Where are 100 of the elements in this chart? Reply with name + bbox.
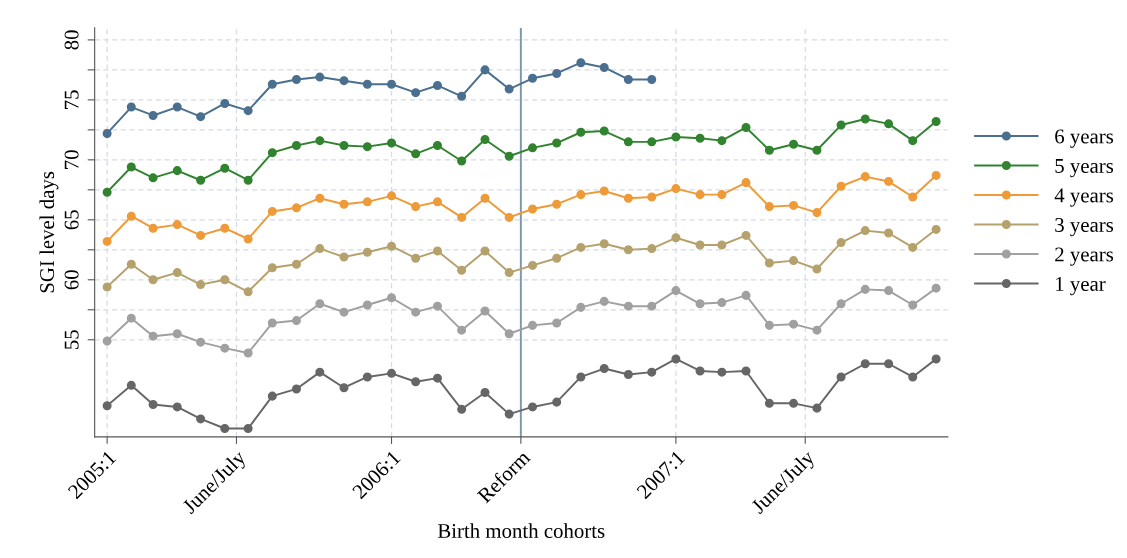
y-axis-title: SGI level days [39, 171, 59, 293]
point [411, 202, 421, 212]
point [102, 236, 112, 246]
point [243, 234, 253, 244]
point [148, 173, 158, 183]
point [315, 193, 325, 203]
point [339, 383, 349, 393]
legend-label: 2 years [1055, 247, 1114, 266]
point [599, 186, 609, 196]
point [339, 76, 349, 86]
point [432, 197, 442, 207]
legend-label: 4 years [1054, 188, 1114, 207]
point [291, 316, 301, 326]
point [504, 151, 514, 161]
y-tick-label: 65 [64, 210, 79, 230]
point [812, 403, 822, 413]
point [552, 397, 562, 407]
point [196, 112, 206, 122]
point [717, 240, 727, 250]
point [480, 388, 490, 398]
point [576, 58, 586, 68]
point [291, 203, 301, 213]
point [432, 246, 442, 256]
point [196, 280, 206, 290]
point [764, 398, 774, 408]
point [647, 244, 657, 254]
point [647, 74, 657, 84]
point [362, 197, 372, 207]
point [671, 286, 681, 296]
point [315, 367, 325, 377]
point [315, 136, 325, 146]
legend-label: 3 years [1055, 217, 1114, 237]
point [884, 119, 894, 129]
point [623, 370, 633, 380]
point [172, 402, 182, 412]
point [576, 242, 586, 252]
point [623, 137, 633, 147]
point [339, 140, 349, 150]
point [126, 211, 136, 221]
point [695, 190, 705, 200]
point [386, 191, 397, 201]
point [220, 275, 230, 285]
point [126, 162, 136, 172]
point [411, 253, 421, 263]
point [599, 126, 609, 136]
point [480, 65, 490, 75]
point [362, 247, 372, 257]
point [362, 372, 372, 382]
point [812, 264, 822, 274]
point [457, 91, 467, 101]
legend-label: 6 years [1055, 129, 1114, 148]
point [717, 298, 727, 308]
point [671, 354, 681, 364]
point [172, 329, 182, 339]
point [528, 143, 538, 153]
point [196, 337, 206, 347]
point [148, 331, 158, 341]
point [386, 368, 397, 378]
point [220, 163, 230, 173]
point [457, 325, 467, 335]
point [102, 187, 112, 197]
point [148, 275, 158, 285]
point [504, 268, 514, 278]
point [339, 199, 349, 209]
point [552, 68, 562, 78]
point [789, 139, 799, 149]
point [623, 74, 633, 84]
point [220, 223, 230, 233]
point [599, 239, 609, 249]
point [717, 367, 727, 377]
point [812, 145, 822, 155]
point [386, 79, 397, 89]
point [741, 178, 751, 188]
point [695, 299, 705, 309]
point [741, 366, 751, 376]
point [267, 391, 277, 401]
point [552, 318, 562, 328]
point [196, 230, 206, 240]
point [860, 172, 870, 182]
point [623, 193, 633, 203]
point [102, 401, 112, 411]
point [126, 313, 136, 323]
point [717, 190, 727, 200]
point [623, 301, 633, 311]
point [528, 204, 538, 214]
point [411, 377, 421, 387]
point [126, 102, 136, 112]
point [528, 402, 538, 412]
point [647, 301, 657, 311]
point [457, 212, 467, 222]
point [291, 384, 301, 394]
point [432, 140, 442, 150]
point [836, 120, 846, 130]
point [362, 142, 372, 152]
point [552, 253, 562, 263]
point [457, 404, 467, 414]
y-tick-label: 55 [64, 330, 79, 349]
point [836, 299, 846, 309]
point [741, 230, 751, 240]
point [243, 106, 253, 116]
